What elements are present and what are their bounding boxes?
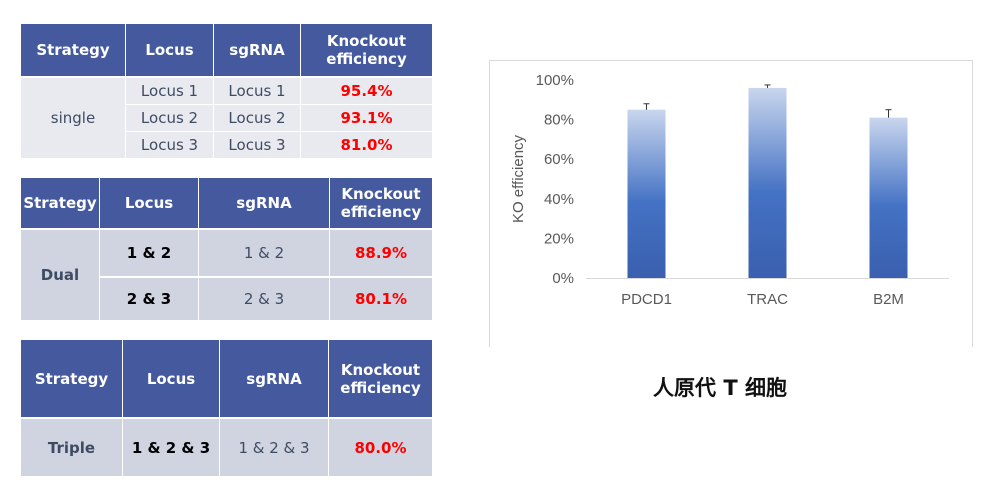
sgrna-cell: 2 & 3: [199, 278, 329, 320]
header-cell: Knockout efficiency: [330, 178, 432, 228]
locus-cell-text: Locus 3: [140, 136, 199, 154]
y-tick-label: 80%: [544, 112, 574, 129]
y-tick-label: 0%: [552, 270, 574, 287]
locus-cell: 2 & 3: [100, 278, 198, 320]
efficiency-cell: 95.4%: [301, 78, 432, 104]
efficiency-cell: 93.1%: [301, 105, 432, 131]
header-cell: Locus: [100, 178, 198, 228]
locus-cell-text: 2 & 3: [126, 290, 172, 308]
chart-frame: 0% 20% 40% 60% 80% 100% KO efficiency PDCD1 TRAC…: [489, 60, 973, 347]
header-cell: Strategy: [21, 340, 122, 417]
efficiency-cell: 88.9%: [330, 230, 432, 276]
locus-cell: 1 & 2: [100, 230, 198, 276]
header-cell: Knockout efficiency: [329, 340, 432, 417]
sgrna-cell: 1 & 2: [199, 230, 329, 276]
sgrna-cell: Locus 2: [214, 105, 300, 131]
header-cell-text: Locus: [145, 41, 194, 59]
header-cell-text: Strategy: [23, 194, 97, 212]
header-cell-text: sgRNA: [246, 369, 302, 388]
header-cell: Knockout efficiency: [301, 24, 432, 76]
sgrna-cell-text: Locus 3: [228, 136, 286, 154]
strategy-cell-text: single: [50, 109, 96, 127]
header-cell: Strategy: [21, 178, 99, 228]
sgrna-cell-text: 2 & 3: [243, 290, 285, 308]
header-cell-text: Strategy: [36, 41, 110, 59]
locus-cell: Locus 1: [126, 78, 213, 104]
strategy-cell: Dual: [21, 230, 99, 320]
y-tick-label: 60%: [544, 151, 574, 168]
header-cell-text: Knockout efficiency: [326, 32, 407, 68]
header-cell-text: sgRNA: [236, 194, 292, 212]
header-cell: sgRNA: [214, 24, 300, 76]
efficiency-cell-text: 81.0%: [340, 136, 393, 154]
sgrna-cell-text: Locus 1: [228, 82, 286, 100]
sgrna-cell: Locus 3: [214, 132, 300, 158]
locus-cell-text: 1 & 2 & 3: [131, 438, 211, 457]
header-cell-text: Knockout efficiency: [340, 185, 422, 221]
strategy-cell: Triple: [21, 419, 122, 476]
header-cell-text: Locus: [124, 194, 174, 212]
y-tick-label: 20%: [544, 230, 574, 247]
header-cell-text: sgRNA: [229, 41, 285, 59]
bar-pdcd1: [627, 109, 666, 278]
header-cell-text: Knockout efficiency: [340, 360, 421, 397]
header-cell: sgRNA: [199, 178, 329, 228]
efficiency-cell: 81.0%: [301, 132, 432, 158]
y-tick-label: 100%: [536, 72, 574, 89]
locus-cell-text: 1 & 2: [126, 244, 172, 262]
efficiency-cell: 80.0%: [329, 419, 432, 476]
header-cell: Locus: [126, 24, 213, 76]
sgrna-cell-text: 1 & 2: [243, 244, 285, 262]
header-cell-text: Strategy: [34, 369, 109, 388]
bar-b2m: [869, 117, 908, 278]
efficiency-cell: 80.1%: [330, 278, 432, 320]
locus-cell-text: Locus 1: [140, 82, 199, 100]
locus-cell: Locus 2: [126, 105, 213, 131]
x-tick-label: PDCD1: [621, 291, 672, 308]
x-tick-label: TRAC: [747, 291, 788, 308]
header-cell: Strategy: [21, 24, 125, 76]
efficiency-cell-text: 95.4%: [340, 82, 393, 100]
locus-cell: 1 & 2 & 3: [123, 419, 219, 476]
sgrna-cell: Locus 1: [214, 78, 300, 104]
strategy-cell-text: Triple: [47, 438, 96, 457]
header-cell-text: Locus: [146, 369, 196, 388]
locus-cell: Locus 3: [126, 132, 213, 158]
efficiency-cell-text: 80.1%: [354, 290, 408, 308]
bar-trac: [748, 87, 787, 278]
x-tick-label: B2M: [873, 291, 904, 308]
sgrna-cell-text: 1 & 2 & 3: [238, 438, 310, 457]
efficiency-cell-text: 93.1%: [340, 109, 393, 127]
chart-caption: 人原代 T 细胞: [653, 376, 787, 400]
efficiency-cell-text: 80.0%: [354, 438, 407, 457]
sgrna-cell-text: Locus 2: [228, 109, 286, 127]
header-cell: sgRNA: [220, 340, 328, 417]
y-tick-label: 40%: [544, 191, 574, 208]
ko-efficiency-bar-chart: 0% 20% 40% 60% 80% 100% KO efficiency PDCD1 TRAC…: [510, 72, 949, 308]
header-cell: Locus: [123, 340, 219, 417]
y-axis-label: KO efficiency: [510, 134, 527, 223]
efficiency-cell-text: 88.9%: [354, 244, 408, 262]
strategy-cell-text: Dual: [40, 266, 80, 284]
sgrna-cell: 1 & 2 & 3: [220, 419, 328, 476]
strategy-cell: single: [21, 78, 125, 158]
locus-cell-text: Locus 2: [140, 109, 199, 127]
